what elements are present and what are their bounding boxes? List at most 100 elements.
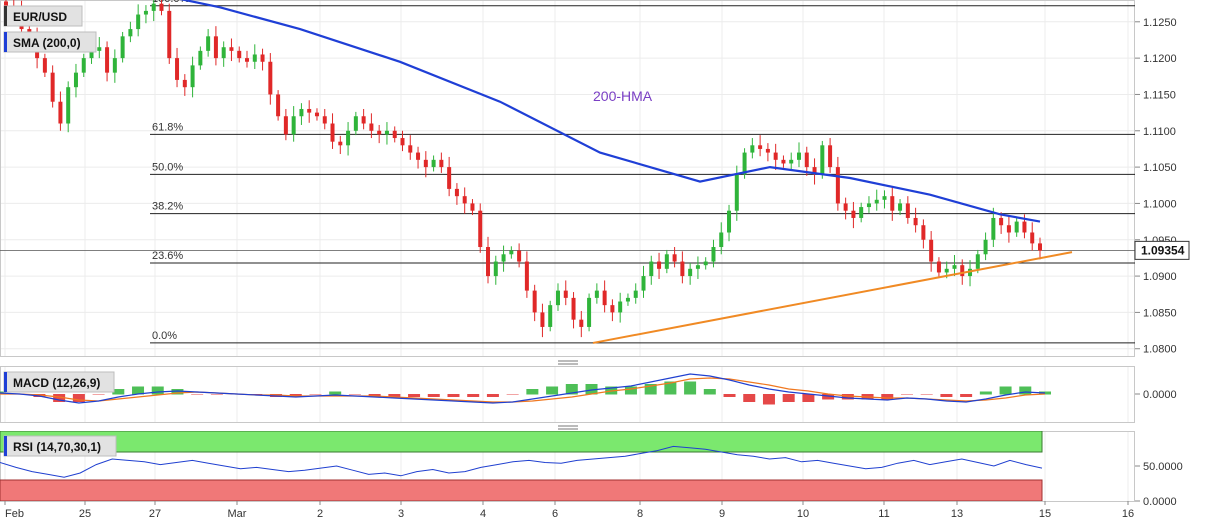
symbol-legend[interactable]: EUR/USD (3, 5, 83, 27)
candle-body (587, 297, 592, 327)
macd-histogram-bar (1019, 386, 1032, 395)
x-tick-label: 13 (951, 508, 963, 520)
rsi-legend[interactable]: RSI (14,70,30,1) (3, 435, 117, 457)
candle-body (42, 58, 47, 73)
candle-body (975, 254, 980, 269)
x-tick-label: 4 (480, 508, 486, 520)
macd-histogram-bar (743, 394, 756, 402)
candle-body (423, 159, 428, 168)
hma-line (179, 0, 1041, 223)
hma-annotation: 200-HMA (593, 88, 653, 104)
candle-body (151, 3, 156, 11)
y-tick-label: 1.1000 (1143, 198, 1177, 210)
candle-body (781, 159, 786, 164)
trendline (592, 251, 1073, 344)
candle-body (851, 210, 856, 218)
x-tick-label: Feb (5, 508, 24, 520)
fibonacci-levels: 100.0% 61.8% 50.0% 38.2% 23.6% 0.0% (0, 0, 1135, 344)
macd-histogram-bar (624, 386, 637, 395)
candle-body (812, 167, 817, 175)
candle-body (1030, 232, 1035, 244)
candle-body (727, 210, 732, 233)
candle-body (353, 116, 358, 131)
candle-body (625, 297, 630, 302)
symbol-label: EUR/USD (13, 10, 67, 24)
candle-body (1022, 221, 1027, 233)
macd-histogram-bar (920, 394, 933, 395)
candle-body (890, 196, 895, 211)
rsi-line (0, 445, 1043, 478)
candle-body (695, 265, 700, 269)
macd-histogram-bar (585, 384, 598, 395)
candle-body (758, 145, 763, 149)
sma-legend[interactable]: SMA (200,0) (3, 31, 97, 53)
candle-body (703, 261, 708, 266)
macd-histogram-bar (703, 389, 716, 395)
macd-histogram-bar (506, 394, 519, 395)
candle-body (237, 50, 242, 59)
macd-histogram-bar (427, 394, 440, 397)
candle-body (820, 145, 825, 175)
macd-histogram-bar (309, 394, 322, 395)
candle-body (462, 196, 467, 204)
macd-histogram-bar (762, 394, 775, 405)
sma-label: SMA (200,0) (13, 36, 81, 50)
pane-resize-handle[interactable] (558, 425, 578, 430)
macd-histogram-bar (841, 394, 854, 400)
candle-body (392, 130, 397, 139)
macd-legend[interactable]: MACD (12,26,9) (3, 371, 115, 393)
y-tick-label: 1.1200 (1143, 53, 1177, 65)
candle-body (579, 319, 584, 327)
candle-body (804, 152, 809, 168)
candle-body (866, 203, 871, 208)
candle-body (384, 130, 389, 135)
candle-body (431, 159, 436, 168)
macd-histogram-bar (723, 394, 736, 397)
y-tick-label: 1.0800 (1143, 344, 1177, 356)
candle-body (571, 297, 576, 320)
candle-body (416, 152, 421, 160)
candle-body (73, 72, 78, 88)
x-tick-label: 8 (637, 508, 643, 520)
candle-body (711, 247, 716, 262)
macd-histogram-bar (72, 394, 85, 402)
fib-label: 61.8% (152, 121, 183, 133)
candle-body (765, 148, 770, 153)
macd-histogram-bar (388, 394, 401, 397)
y-tick-label: 1.1100 (1143, 126, 1176, 138)
candle-body (245, 58, 250, 62)
candle-body (81, 58, 86, 73)
candle-body (555, 290, 560, 306)
candle-body (439, 159, 444, 168)
candle-body (657, 261, 662, 269)
candle-body (874, 199, 879, 204)
candle-body (136, 14, 141, 30)
pane-resize-handle[interactable] (558, 360, 578, 365)
macd-histogram-bar (684, 381, 697, 395)
candle-body (190, 65, 195, 88)
candle-body (789, 159, 794, 164)
candle-body (307, 108, 312, 113)
fib-label: 50.0% (152, 161, 183, 173)
candle-body (633, 290, 638, 298)
macd-histogram-bar (822, 394, 835, 400)
candle-body (330, 123, 335, 142)
candle-body (983, 239, 988, 255)
rsi-plot (0, 431, 1043, 501)
y-tick-label: 1.0900 (1143, 271, 1177, 283)
y-tick-label: 0.0000 (1143, 496, 1177, 508)
x-tick-label: 16 (1122, 508, 1134, 520)
last-price-value: 1.09354 (1141, 243, 1185, 257)
macd-histogram-bar (486, 394, 499, 397)
macd-histogram-bar (960, 394, 973, 397)
candle-body (291, 116, 296, 135)
candle-body (509, 250, 514, 255)
candle-body (400, 138, 405, 146)
candle-body (447, 167, 452, 189)
candle-body (58, 101, 63, 124)
candle-body (470, 203, 475, 211)
macd-histogram-bar (250, 394, 263, 395)
macd-histogram-bar (132, 386, 145, 395)
y-tick-label: 0.0000 (1143, 389, 1177, 401)
macd-histogram-bar (171, 389, 184, 395)
